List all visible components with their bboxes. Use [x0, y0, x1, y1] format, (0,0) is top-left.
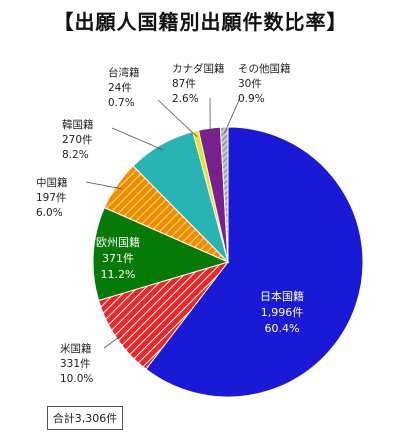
slice-label: その他国籍 — [238, 62, 291, 75]
total-label: 合計3,306件 — [47, 406, 123, 430]
slice-label: 10.0% — [60, 373, 93, 385]
slice-label: 6.0% — [36, 207, 63, 219]
slice-label: 270件 — [62, 134, 93, 146]
slice-label: 24件 — [108, 82, 132, 94]
chart-title: 【出願人国籍別出願件数比率】 — [53, 10, 348, 34]
leader-line — [111, 127, 164, 151]
slice-label: カナダ国籍 — [172, 62, 225, 75]
slice-label: 1,996件 — [261, 306, 304, 319]
slice-label: 331件 — [60, 358, 91, 370]
slice-label: 日本国籍 — [260, 289, 304, 303]
slice-label: 371件 — [102, 252, 134, 265]
pie-slice — [145, 126, 364, 398]
leader-line — [224, 97, 241, 134]
slice-label: 197件 — [36, 192, 67, 204]
pie-slice — [219, 126, 229, 263]
slice-label: 11.2% — [101, 268, 136, 281]
slice-label: 60.4% — [265, 322, 300, 335]
leader-line — [85, 181, 122, 190]
slice-label: 米国籍 — [60, 342, 92, 355]
slice-label: 韓国籍 — [62, 118, 94, 131]
leader-line — [103, 334, 123, 349]
pie-slice — [92, 206, 230, 302]
slice-label: 87件 — [172, 78, 196, 90]
slice-label: 欧州国籍 — [96, 235, 140, 249]
slice-label: 台湾籍 — [108, 66, 140, 79]
slice-label: 8.2% — [62, 149, 89, 161]
slice-label: 0.9% — [238, 93, 265, 105]
slice-label: 0.7% — [108, 97, 135, 109]
leader-line — [157, 99, 198, 138]
slice-label: 中国籍 — [36, 176, 68, 189]
slice-label: 30件 — [238, 78, 262, 90]
slice-label: 2.6% — [172, 93, 199, 105]
